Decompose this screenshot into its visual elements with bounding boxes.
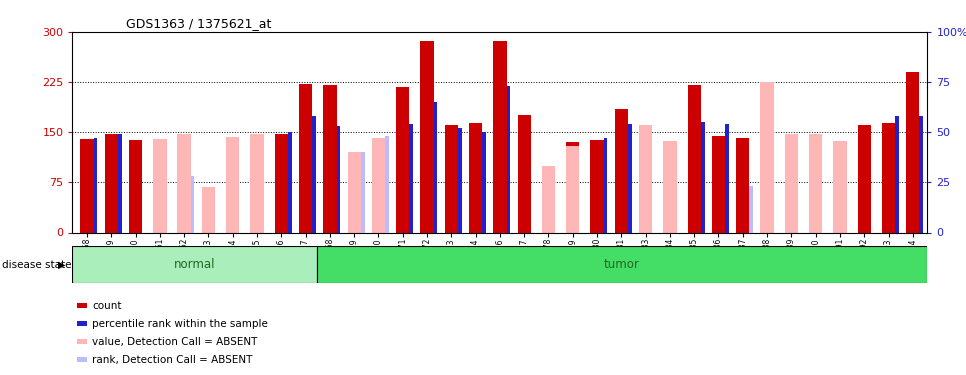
- Bar: [336, 126, 340, 232]
- Bar: [312, 116, 316, 232]
- Bar: [542, 166, 555, 232]
- Bar: [906, 72, 920, 232]
- Bar: [72, 246, 317, 283]
- Bar: [688, 86, 701, 232]
- Bar: [444, 126, 458, 232]
- Bar: [712, 135, 725, 232]
- Text: value, Detection Call = ABSENT: value, Detection Call = ABSENT: [92, 337, 258, 346]
- Bar: [288, 132, 292, 232]
- Bar: [639, 126, 652, 232]
- Bar: [750, 186, 753, 232]
- Text: rank, Detection Call = ABSENT: rank, Detection Call = ABSENT: [92, 355, 252, 364]
- Bar: [372, 138, 385, 232]
- Bar: [202, 187, 215, 232]
- Bar: [590, 140, 604, 232]
- Bar: [664, 141, 676, 232]
- Text: normal: normal: [174, 258, 215, 271]
- Bar: [760, 82, 774, 232]
- Bar: [784, 134, 798, 232]
- Bar: [361, 152, 364, 232]
- Bar: [434, 102, 438, 232]
- Bar: [518, 116, 531, 232]
- Bar: [604, 138, 608, 232]
- Bar: [736, 138, 750, 232]
- Text: ▶: ▶: [58, 260, 66, 270]
- Bar: [701, 122, 704, 232]
- Bar: [494, 40, 506, 232]
- Text: GDS1363 / 1375621_at: GDS1363 / 1375621_at: [126, 17, 270, 30]
- Bar: [80, 139, 94, 232]
- Bar: [94, 138, 98, 232]
- Bar: [469, 123, 482, 232]
- Bar: [348, 152, 361, 232]
- Bar: [274, 134, 288, 232]
- Text: disease state: disease state: [2, 260, 71, 270]
- Bar: [104, 134, 118, 232]
- Text: count: count: [92, 301, 122, 310]
- Bar: [324, 86, 336, 232]
- Bar: [664, 142, 676, 232]
- Bar: [506, 86, 510, 232]
- Bar: [410, 124, 413, 232]
- Bar: [895, 116, 898, 232]
- Bar: [154, 139, 166, 232]
- Bar: [628, 124, 632, 232]
- Bar: [226, 137, 240, 232]
- Bar: [385, 136, 388, 232]
- Bar: [317, 246, 927, 283]
- Bar: [178, 134, 191, 232]
- Bar: [420, 40, 434, 232]
- Bar: [809, 134, 822, 232]
- Bar: [858, 126, 871, 232]
- Bar: [154, 139, 166, 232]
- Bar: [566, 142, 580, 232]
- Bar: [614, 109, 628, 232]
- Bar: [128, 140, 142, 232]
- Bar: [566, 146, 580, 232]
- Bar: [920, 116, 923, 232]
- Bar: [882, 123, 895, 232]
- Text: tumor: tumor: [604, 258, 639, 271]
- Bar: [482, 132, 486, 232]
- Bar: [396, 87, 410, 232]
- Bar: [191, 176, 194, 232]
- Bar: [250, 134, 264, 232]
- Text: percentile rank within the sample: percentile rank within the sample: [92, 319, 268, 328]
- Bar: [458, 128, 462, 232]
- Bar: [118, 134, 122, 232]
- Bar: [834, 141, 846, 232]
- Bar: [298, 84, 312, 232]
- Bar: [725, 124, 728, 232]
